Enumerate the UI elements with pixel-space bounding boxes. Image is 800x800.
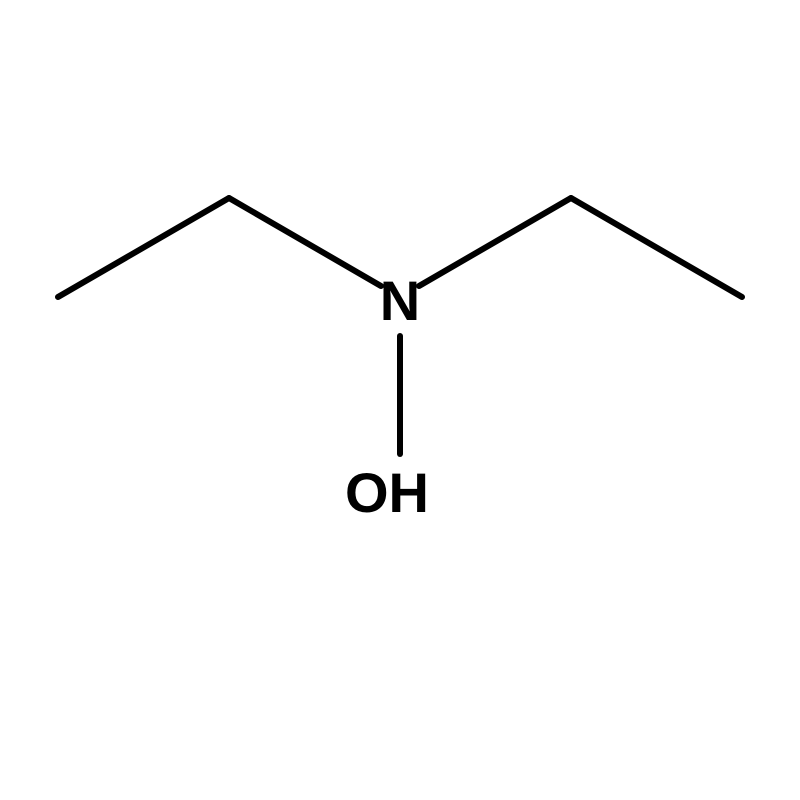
bond	[58, 198, 229, 297]
labels-group: N OH	[345, 269, 429, 524]
bond	[571, 198, 742, 297]
bond	[419, 198, 571, 286]
hydroxyl-label: OH	[345, 461, 429, 524]
bond	[229, 198, 381, 286]
nitrogen-label: N	[380, 269, 420, 332]
molecule-diagram: N OH	[0, 0, 800, 800]
